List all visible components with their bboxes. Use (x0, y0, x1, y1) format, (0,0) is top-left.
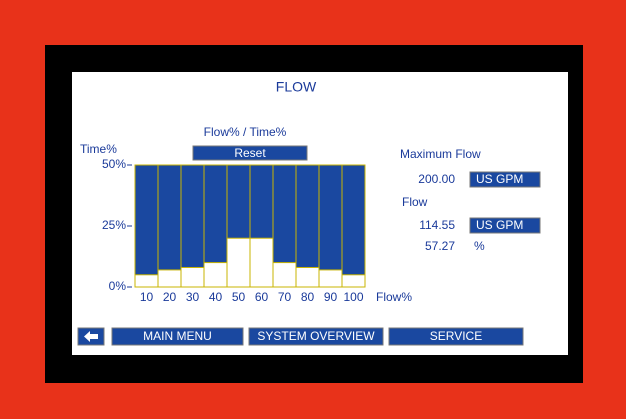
y-tick-label: 0% (109, 279, 127, 293)
percent-unit: % (474, 239, 485, 253)
bar (134, 274, 159, 288)
bar (272, 262, 297, 288)
x-tick-label: 10 (140, 290, 154, 304)
bar (203, 262, 228, 288)
max-flow-label: Maximum Flow (400, 147, 481, 161)
bar-background (341, 164, 366, 288)
unit-text[interactable]: US GPM (476, 172, 523, 186)
x-tick-label: 70 (278, 290, 292, 304)
bar (226, 237, 251, 288)
flow-percent: 57.27 (425, 239, 455, 253)
y-tick-label: 50% (102, 157, 126, 171)
x-tick-label: 50 (232, 290, 246, 304)
x-tick-label: 60 (255, 290, 269, 304)
max-unit-box[interactable]: US GPM (469, 171, 541, 188)
nav-bar: MAIN MENU SYSTEM OVERVIEW SERVICE (111, 327, 524, 346)
x-tick-label: 40 (209, 290, 223, 304)
flow-label: Flow (402, 195, 428, 209)
nav-button[interactable] (248, 327, 384, 346)
bar (341, 274, 366, 288)
title: FLOW (276, 79, 317, 95)
nav-button-text[interactable]: SERVICE (430, 329, 482, 343)
unit-bg[interactable] (469, 217, 541, 234)
y-axis-label: Time% (80, 142, 117, 156)
unit-text[interactable]: US GPM (476, 218, 523, 232)
unit-bg[interactable] (469, 171, 541, 188)
bar (318, 269, 343, 288)
bar (157, 269, 182, 288)
back-arrow[interactable] (84, 331, 98, 342)
bar (249, 237, 274, 288)
x-axis-label: Flow% (376, 290, 412, 304)
bar-background (157, 164, 182, 288)
reset-bg[interactable] (192, 145, 308, 161)
back-button[interactable] (77, 327, 105, 346)
x-tick-label: 80 (301, 290, 315, 304)
flow-value: 114.55 (419, 218, 455, 232)
y-tick-label: 25% (102, 218, 126, 232)
reset-text[interactable]: Reset (234, 146, 266, 160)
bar (180, 266, 205, 288)
bar-background (134, 164, 159, 288)
nav-button-text[interactable]: SYSTEM OVERVIEW (257, 329, 375, 343)
x-tick-label: 20 (163, 290, 177, 304)
reset-button[interactable]: Reset (192, 145, 308, 161)
bar (295, 266, 320, 288)
x-tick-label: 30 (186, 290, 200, 304)
x-tick-label: 90 (324, 290, 338, 304)
subtitle: Flow% / Time% (204, 125, 287, 139)
flow-unit-box[interactable]: US GPM (469, 217, 541, 234)
x-tick-label: 100 (343, 290, 363, 304)
max-flow-value: 200.00 (418, 172, 455, 186)
nav-button[interactable] (111, 327, 244, 346)
nav-button[interactable] (388, 327, 524, 346)
bar-background (318, 164, 343, 288)
nav-button-text[interactable]: MAIN MENU (143, 329, 212, 343)
